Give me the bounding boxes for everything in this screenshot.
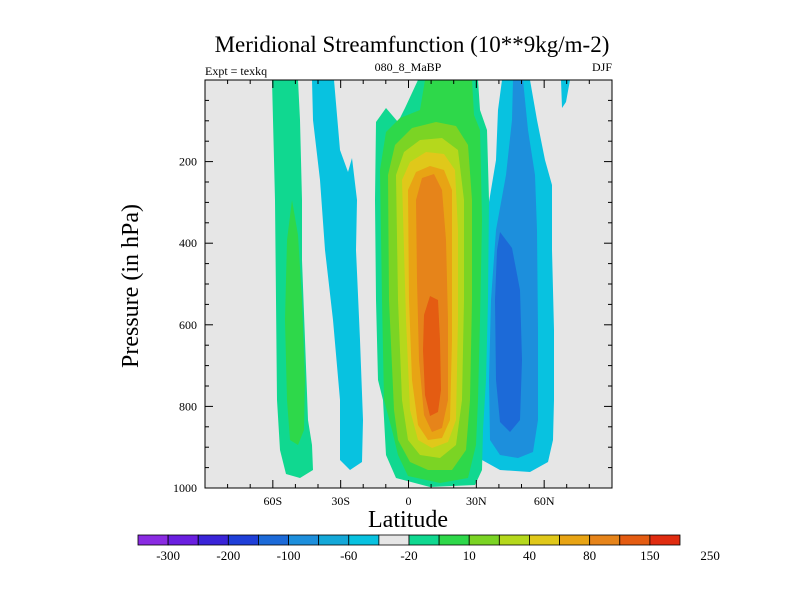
y-tick-label: 200 (179, 155, 197, 169)
colorbar-swatch (408, 534, 440, 546)
colorbar-label: -20 (400, 548, 417, 563)
colorbar-labels: -300 -200 -100 -60 -20 10 40 80 150 250 (156, 548, 720, 563)
colorbar-swatch (498, 534, 530, 546)
y-tick-label: 400 (179, 236, 197, 250)
subtitle-center: 080_8_MaBP (375, 60, 442, 74)
colorbar-swatch (348, 534, 380, 546)
colorbar-swatch (649, 534, 681, 546)
colorbar-label: 80 (583, 548, 596, 563)
x-tick-label: 30S (331, 494, 350, 508)
subtitle-right: DJF (592, 60, 612, 74)
colorbar-label: 40 (523, 548, 536, 563)
colorbar-label: 10 (463, 548, 476, 563)
x-axis-label: Latitude (368, 507, 448, 533)
colorbar (137, 534, 681, 546)
colorbar-swatch (137, 534, 169, 546)
colorbar-swatch (468, 534, 500, 546)
colorbar-swatch (167, 534, 199, 546)
colorbar-swatch (619, 534, 651, 546)
colorbar-swatch (258, 534, 289, 546)
subtitle-left: Expt = texkq (205, 64, 267, 78)
x-tick-label: 60N (534, 494, 555, 508)
x-tick-label: 30N (466, 494, 487, 508)
colorbar-swatch (288, 534, 320, 546)
contour-fields (272, 80, 570, 487)
x-minor-ticks (227, 80, 590, 488)
colorbar-label: -200 (216, 548, 240, 563)
x-tick-label: 0 (406, 494, 412, 508)
colorbar-swatch (197, 534, 229, 546)
colorbar-label: -60 (340, 548, 357, 563)
colorbar-swatch (589, 534, 621, 546)
colorbar-swatch (559, 534, 591, 546)
y-minor-ticks (205, 99, 612, 469)
colorbar-label: -100 (277, 548, 301, 563)
contour-sh-polar-neg20 (312, 80, 363, 470)
x-axis-ticks: 60S 30S 0 30N 60N (263, 80, 555, 508)
contour-sh-ferrel-40 (285, 200, 305, 445)
y-tick-label: 1000 (173, 481, 197, 495)
colorbar-swatch (438, 534, 470, 546)
colorbar-label: 250 (700, 548, 720, 563)
contour-nh-ferrel-neg100 (495, 232, 522, 432)
colorbar-label: -300 (156, 548, 180, 563)
y-axis-label: Pressure (in hPa) (118, 204, 144, 368)
chart-title: Meridional Streamfunction (10**9kg/m-2) (215, 32, 610, 57)
colorbar-swatch (227, 534, 259, 546)
x-tick-label: 60S (263, 494, 282, 508)
y-tick-label: 800 (179, 399, 197, 413)
colorbar-label: 150 (640, 548, 660, 563)
colorbar-swatch (529, 534, 560, 546)
y-axis-ticks: 200 400 600 800 1000 (173, 155, 612, 495)
y-tick-label: 600 (179, 318, 197, 332)
contour-hadley-300 (423, 296, 441, 416)
colorbar-swatch (378, 534, 410, 546)
colorbar-swatch (318, 534, 350, 546)
